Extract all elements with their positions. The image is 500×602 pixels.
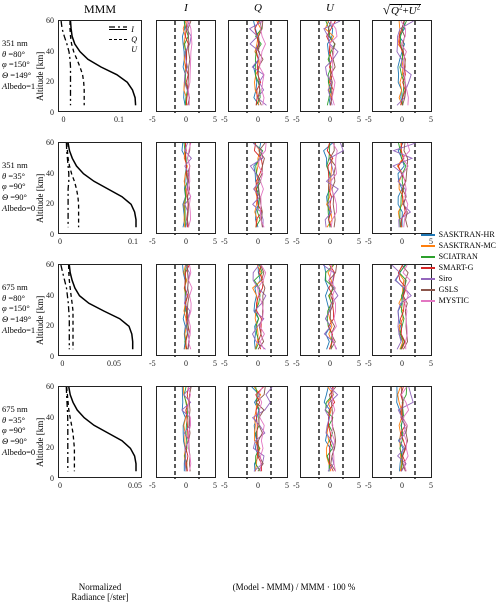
legend-label: MYSTIC [439, 296, 469, 305]
row-label: 675 nmθ =80°φ =150°Θ =149°Albedo=1 [2, 282, 56, 335]
legend-item: SASKTRAN-HR [421, 230, 496, 239]
mmm-U-line [66, 143, 68, 227]
row-label: 675 nmθ =35°φ =90°Θ =90°Albedo=0 [2, 404, 56, 457]
col-title: √Q2+U2 [372, 2, 432, 18]
xlabel-diff: (Model - MMM) / MMM · 100 % [156, 582, 432, 592]
xlabel-mmm: NormalizedRadiance [/ster] [52, 582, 148, 602]
diff-panel: -505 [300, 264, 360, 356]
legend-item: MYSTIC [421, 296, 496, 305]
mmm-legend: IQU [109, 25, 137, 55]
mmm-panel: 00.10204060Altitude [km] [58, 142, 142, 234]
legend-swatch [421, 245, 435, 247]
col-title: Q [228, 2, 288, 14]
figure-grid: MMMIQU√Q2+U200.10204060Altitude [km]IQU-… [58, 8, 440, 506]
mmm-U-line [61, 21, 70, 105]
diff-panel: -505 [228, 386, 288, 478]
mmm-panel: 00.10204060Altitude [km]IQU [58, 20, 142, 112]
legend-item: Siro [421, 274, 496, 283]
diff-panel: -505 [156, 20, 216, 112]
diff-panel: -505 [156, 142, 216, 234]
mmm-U-line [61, 265, 69, 349]
diff-panel: -505 [372, 142, 432, 234]
legend-label: SCIATRAN [439, 252, 478, 261]
legend-swatch [421, 300, 435, 302]
legend-label: SASKTRAN-MC [439, 241, 496, 250]
legend-item: SMART-G [421, 263, 496, 272]
diff-panel: -505 [228, 264, 288, 356]
legend-label: Siro [439, 274, 452, 283]
diff-panel: -505 [300, 20, 360, 112]
model-legend: SASKTRAN-HR SASKTRAN-MC SCIATRAN SMART-G Sir… [421, 230, 496, 307]
mmm-panel: 00.050204060Altitude [km] [58, 386, 142, 478]
diff-panel: -505 [372, 20, 432, 112]
col-title: U [300, 2, 360, 14]
legend-swatch [421, 278, 435, 280]
col-title: I [156, 2, 216, 14]
row-label: 351 nmθ =35°φ =90°Θ =90°Albedo=0 [2, 160, 56, 213]
legend-item: SCIATRAN [421, 252, 496, 261]
legend-label: SMART-G [439, 263, 474, 272]
diff-panel: -505 [300, 386, 360, 478]
col-title: MMM [58, 2, 142, 17]
legend-label: GSLS [439, 285, 459, 294]
legend-item: SASKTRAN-MC [421, 241, 496, 250]
legend-swatch [421, 256, 435, 258]
mmm-panel: 00.050204060Altitude [km] [58, 264, 142, 356]
diff-panel: -505 [228, 142, 288, 234]
mmm-I-line [69, 387, 136, 471]
legend-label: SASKTRAN-HR [439, 230, 495, 239]
diff-panel: -505 [156, 386, 216, 478]
legend-swatch [421, 289, 435, 291]
legend-item: GSLS [421, 285, 496, 294]
legend-swatch [421, 234, 435, 236]
mmm-I-line [69, 265, 132, 349]
diff-panel: -505 [228, 20, 288, 112]
diff-panel: -505 [156, 264, 216, 356]
legend-swatch [421, 267, 435, 269]
diff-panel: -505 [300, 142, 360, 234]
row-label: 351 nmθ =80°φ =150°Θ =149°Albedo=1 [2, 38, 56, 91]
diff-panel: -505 [372, 386, 432, 478]
mmm-U-line [66, 387, 68, 471]
